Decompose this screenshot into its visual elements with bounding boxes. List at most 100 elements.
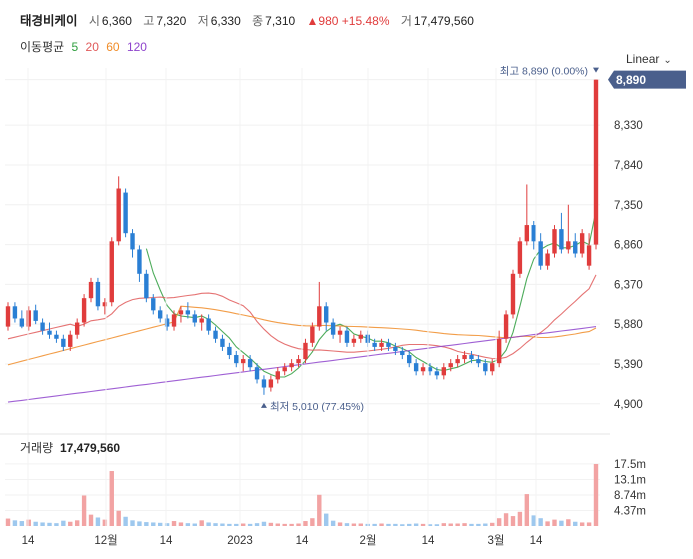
candle <box>379 338 384 351</box>
candle <box>420 363 426 376</box>
candle-body <box>5 306 11 327</box>
moving-average-legend[interactable]: 이동평균 5 20 60 120 <box>20 38 151 55</box>
volume-bar <box>552 519 557 526</box>
candle <box>358 330 363 343</box>
candle-body <box>531 225 536 242</box>
volume-bar <box>247 523 253 526</box>
candle <box>26 306 31 331</box>
candle-body <box>330 322 336 335</box>
volume-bar <box>420 523 426 526</box>
candle-body <box>476 359 481 364</box>
volume-bar <box>81 495 87 526</box>
candle-body <box>116 188 121 242</box>
scale-selector[interactable]: Linear ⌄ <box>626 52 672 66</box>
candle-body <box>261 379 267 388</box>
candle-body <box>81 298 87 323</box>
price-tick-label: 6,860 <box>614 240 643 252</box>
price-tick-label: 5,390 <box>614 359 643 371</box>
candle-body <box>123 192 128 234</box>
volume-bar <box>503 513 509 526</box>
candle <box>476 355 481 368</box>
volume-bar <box>206 522 211 526</box>
candle <box>413 359 419 376</box>
volume-bar <box>12 520 18 526</box>
candle-body <box>462 355 467 360</box>
candle <box>490 359 495 376</box>
time-axis: 14 12월 14 2023 14 2월 14 3월 14 <box>22 68 543 547</box>
volume-bar <box>531 515 536 526</box>
volume-bar <box>261 521 267 526</box>
candle-body <box>254 367 260 380</box>
candle-body <box>358 334 363 339</box>
candle-body <box>386 342 391 347</box>
candle-body <box>206 318 211 331</box>
candle <box>40 318 45 335</box>
candle-body <box>324 306 329 323</box>
price-tick-label: 5,880 <box>614 319 643 331</box>
volume-bar <box>185 523 191 526</box>
ma-60[interactable]: 60 <box>106 40 120 54</box>
volume-bar <box>116 510 121 526</box>
volume-bar <box>254 523 260 526</box>
candle <box>81 294 87 327</box>
price-tick-label: 6,370 <box>614 279 643 291</box>
ma-20[interactable]: 20 <box>85 40 99 54</box>
candle-body <box>199 318 204 323</box>
candle-body <box>413 363 419 372</box>
volume-bar <box>61 520 66 526</box>
candle <box>261 375 267 395</box>
high-annotation: 최고 8,890 (0.00%) <box>500 66 588 78</box>
stock-name: 태경비케이 <box>20 14 78 28</box>
candle <box>317 281 322 331</box>
volume-bar <box>241 523 246 526</box>
candle <box>324 302 329 331</box>
volume-bar <box>427 524 433 526</box>
candle-body <box>434 371 440 376</box>
time-tick-label: 14 <box>160 535 173 547</box>
volume-label: 거 <box>400 14 412 28</box>
candle-body <box>490 363 495 372</box>
candle <box>330 318 336 339</box>
candle-body <box>455 359 460 364</box>
candle <box>116 176 121 246</box>
volume-pane-title-value: 17,479,560 <box>60 441 120 455</box>
candle-body <box>503 314 509 339</box>
candle-body <box>448 363 453 368</box>
candle <box>144 269 149 303</box>
candle-body <box>26 310 31 327</box>
candle <box>220 334 225 351</box>
candle <box>68 330 73 351</box>
candle-body <box>469 355 474 360</box>
volume-bar <box>220 523 225 526</box>
chevron-down-icon: ⌄ <box>663 55 672 66</box>
volume-bar <box>462 523 467 526</box>
candle <box>593 79 599 250</box>
price-axis: 8,330 7,840 7,350 6,860 6,370 5,880 5,390 4,900 <box>614 120 643 411</box>
candle-body <box>289 363 294 368</box>
ma-5[interactable]: 5 <box>71 40 79 54</box>
candle <box>185 302 191 319</box>
candle <box>61 334 66 351</box>
ma-120[interactable]: 120 <box>126 40 147 54</box>
volume-bar <box>130 520 135 526</box>
volume-bar <box>510 516 516 526</box>
volume-bar <box>579 522 585 526</box>
candle <box>496 330 502 368</box>
volume-bar <box>296 523 301 526</box>
candle <box>275 367 280 384</box>
volume-bar <box>372 523 377 526</box>
candle <box>247 355 253 372</box>
candle-body <box>74 322 80 335</box>
candle-body <box>164 318 170 327</box>
candle <box>586 233 592 270</box>
volume-axis: 17.5m 13.1m 8.74m 4.37m <box>614 459 646 518</box>
quote-header: 태경비케이 시 6,360 고 7,320 저 6,330 종 7,310 ▲980 +… <box>20 10 482 29</box>
candle <box>109 237 114 307</box>
candle-body <box>579 233 585 254</box>
candle-body <box>241 359 246 364</box>
candle <box>19 310 25 329</box>
candle <box>234 350 239 368</box>
candle <box>455 355 460 368</box>
ma-legend-label: 이동평균 <box>20 40 65 54</box>
